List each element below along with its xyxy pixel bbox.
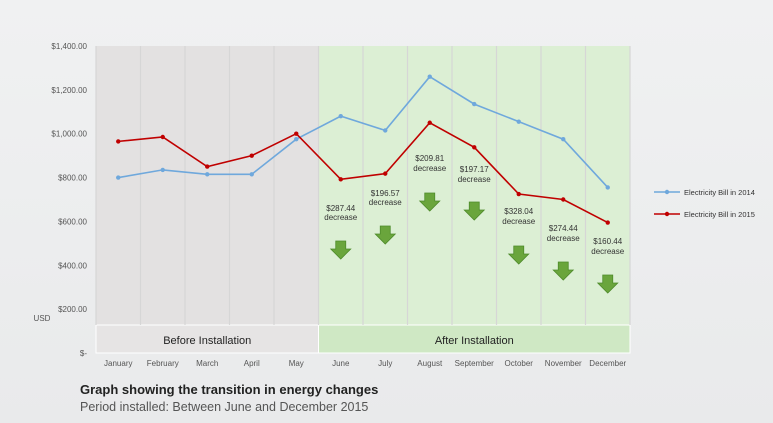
- series-line: [118, 121, 609, 224]
- region-label: After Installation: [435, 335, 514, 347]
- region-band: [95, 324, 319, 354]
- y-tick-label: $1,000.00: [51, 130, 87, 139]
- y-tick-label: $-: [80, 349, 87, 358]
- data-point: [383, 128, 388, 133]
- data-point: [160, 167, 165, 173]
- legend-label: Electricity Bill in 2015: [684, 210, 755, 219]
- y-tick-label: $400.00: [58, 261, 87, 270]
- x-tick-label: November: [545, 359, 582, 368]
- annotation-text: decrease: [547, 234, 580, 243]
- data-point: [472, 101, 477, 107]
- data-point: [160, 134, 165, 140]
- y-tick-label: $800.00: [58, 174, 87, 183]
- annotation-text: decrease: [591, 247, 624, 256]
- series-line: [118, 75, 609, 188]
- chart-caption-subtitle: Period installed: Between June and Decem…: [80, 400, 369, 414]
- y-axis-label: USD: [34, 314, 51, 323]
- legend-marker: [664, 189, 670, 195]
- region-band: [318, 324, 631, 354]
- annotation-amount: $287.44: [326, 204, 355, 213]
- y-tick-label: $1,400.00: [51, 42, 87, 51]
- data-point: [516, 191, 521, 197]
- data-point: [338, 113, 343, 119]
- data-point: [116, 175, 121, 180]
- x-tick-label: December: [589, 359, 626, 368]
- data-point: [472, 145, 477, 150]
- annotation-text: decrease: [458, 175, 491, 184]
- data-point: [205, 172, 210, 177]
- x-tick-label: April: [244, 359, 260, 368]
- data-point: [516, 119, 521, 124]
- data-point: [561, 136, 566, 142]
- annotation-amount: $160.44: [593, 237, 622, 246]
- x-tick-label: May: [289, 359, 304, 368]
- decrease-arrow-icon: [374, 225, 397, 245]
- x-tick-label: June: [332, 359, 350, 368]
- region-background: [318, 46, 630, 325]
- data-point: [383, 171, 388, 176]
- decrease-arrow-icon: [329, 240, 352, 260]
- data-point: [116, 139, 121, 144]
- annotation-amount: $196.57: [371, 189, 400, 198]
- x-tick-label: September: [455, 359, 494, 368]
- annotation-amount: $209.81: [415, 154, 444, 163]
- region-background: [96, 46, 319, 325]
- data-point: [427, 74, 432, 79]
- chart-caption-title: Graph showing the transition in energy c…: [80, 382, 379, 397]
- decrease-arrow-icon: [507, 245, 530, 265]
- legend-marker: [664, 211, 670, 217]
- annotation-text: decrease: [413, 164, 446, 173]
- annotation-text: decrease: [324, 213, 357, 222]
- x-tick-label: March: [196, 359, 218, 368]
- decrease-arrow-icon: [552, 261, 575, 281]
- data-point: [249, 172, 254, 177]
- x-tick-label: July: [378, 359, 392, 368]
- annotation-amount: $274.44: [549, 224, 578, 233]
- x-tick-label: January: [104, 359, 132, 368]
- region-label: Before Installation: [163, 335, 251, 347]
- decrease-arrow-icon: [418, 192, 441, 212]
- data-point: [294, 136, 299, 142]
- legend-label: Electricity Bill in 2014: [684, 188, 755, 197]
- data-point: [561, 197, 566, 202]
- data-point: [249, 153, 254, 158]
- annotation-amount: $328.04: [504, 207, 533, 216]
- annotation-text: decrease: [369, 198, 402, 207]
- data-point: [205, 164, 210, 169]
- decrease-arrow-icon: [596, 274, 619, 294]
- annotation-text: decrease: [502, 217, 535, 226]
- data-point: [605, 220, 610, 225]
- x-tick-label: February: [147, 359, 179, 368]
- data-point: [427, 120, 432, 125]
- x-tick-label: October: [505, 359, 534, 368]
- data-point: [338, 177, 343, 182]
- y-tick-label: $600.00: [58, 217, 87, 226]
- data-point: [605, 185, 610, 190]
- data-point: [294, 131, 299, 136]
- y-tick-label: $200.00: [58, 305, 87, 314]
- decrease-arrow-icon: [463, 201, 486, 221]
- annotation-amount: $197.17: [460, 165, 489, 174]
- y-tick-label: $1,200.00: [51, 86, 87, 95]
- x-tick-label: August: [417, 359, 443, 368]
